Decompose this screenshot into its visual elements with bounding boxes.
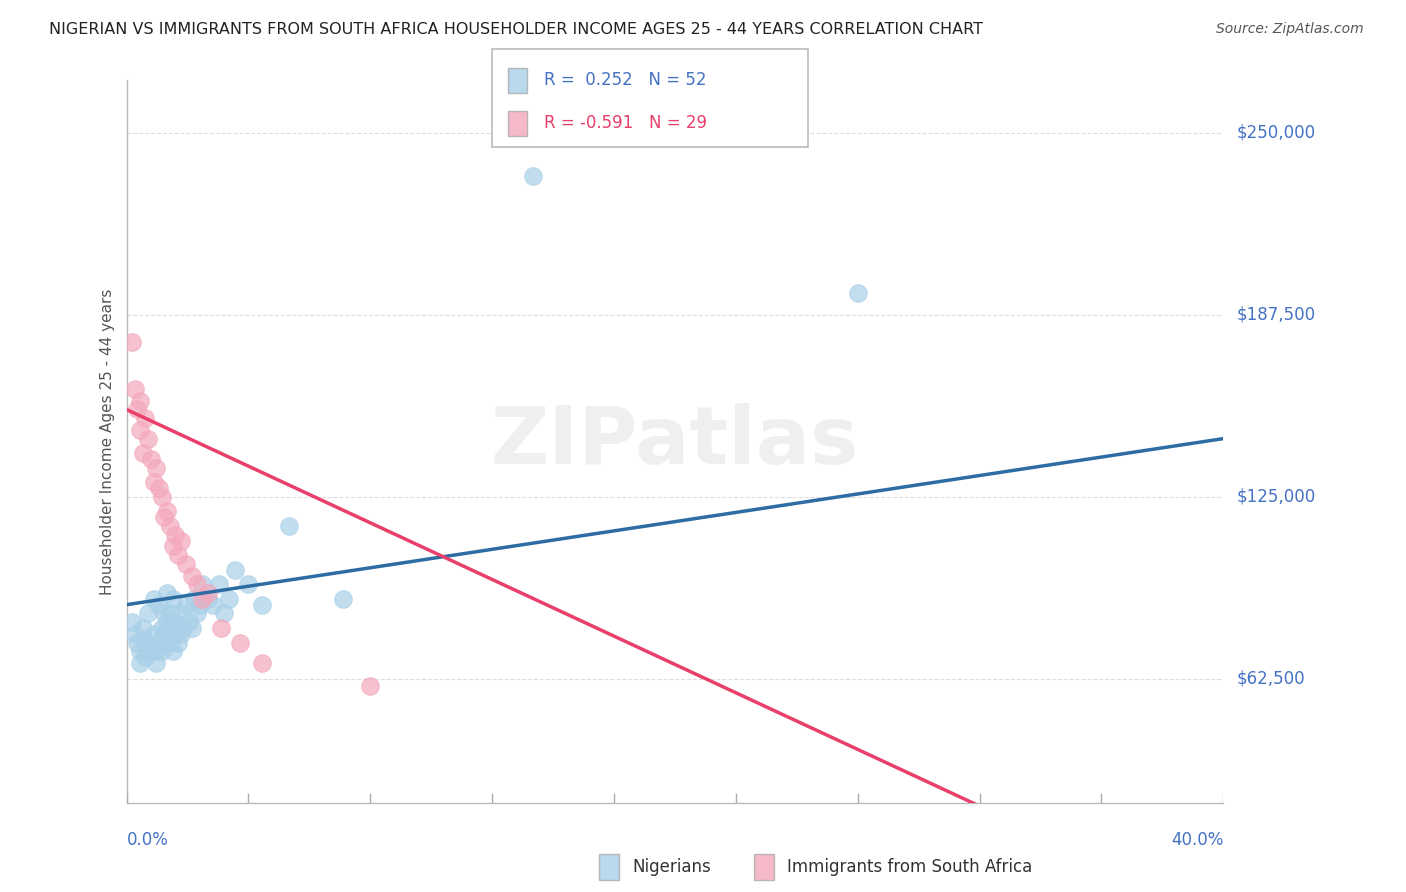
Point bbox=[139, 644, 162, 658]
Text: Nigerians: Nigerians bbox=[633, 858, 711, 876]
Point bbox=[145, 656, 167, 670]
Point bbox=[150, 490, 173, 504]
Point bbox=[121, 335, 143, 350]
Point bbox=[159, 607, 181, 621]
Point bbox=[202, 598, 225, 612]
Point bbox=[177, 615, 200, 630]
Point bbox=[153, 510, 176, 524]
Point bbox=[121, 615, 143, 630]
Point bbox=[162, 540, 184, 554]
Point bbox=[132, 446, 155, 460]
Text: $62,500: $62,500 bbox=[1237, 670, 1306, 688]
Point bbox=[359, 679, 381, 693]
Point bbox=[167, 635, 190, 649]
Text: $187,500: $187,500 bbox=[1237, 306, 1316, 324]
Point bbox=[145, 644, 167, 658]
Point bbox=[136, 639, 159, 653]
Text: 40.0%: 40.0% bbox=[1171, 830, 1223, 848]
Point bbox=[153, 607, 176, 621]
Point bbox=[165, 627, 187, 641]
Text: Source: ZipAtlas.com: Source: ZipAtlas.com bbox=[1216, 22, 1364, 37]
Point bbox=[159, 635, 181, 649]
Point bbox=[238, 577, 260, 591]
Point bbox=[129, 644, 152, 658]
Point bbox=[218, 591, 240, 606]
Point bbox=[148, 598, 170, 612]
Point bbox=[156, 615, 179, 630]
Point bbox=[156, 586, 179, 600]
Point bbox=[162, 591, 184, 606]
Point bbox=[170, 607, 193, 621]
Point bbox=[145, 460, 167, 475]
Point bbox=[142, 591, 165, 606]
Point bbox=[209, 621, 232, 635]
Point bbox=[170, 627, 193, 641]
Point bbox=[172, 621, 194, 635]
Point bbox=[186, 607, 208, 621]
Point bbox=[197, 586, 219, 600]
Point bbox=[148, 481, 170, 495]
Point bbox=[159, 519, 181, 533]
Point bbox=[129, 656, 152, 670]
Point bbox=[136, 607, 159, 621]
Point bbox=[153, 627, 176, 641]
Point bbox=[180, 621, 202, 635]
Text: NIGERIAN VS IMMIGRANTS FROM SOUTH AFRICA HOUSEHOLDER INCOME AGES 25 - 44 YEARS C: NIGERIAN VS IMMIGRANTS FROM SOUTH AFRICA… bbox=[49, 22, 983, 37]
Point bbox=[170, 533, 193, 548]
Point bbox=[207, 577, 229, 591]
Point bbox=[250, 598, 273, 612]
Point bbox=[124, 627, 146, 641]
Text: Immigrants from South Africa: Immigrants from South Africa bbox=[787, 858, 1032, 876]
Point bbox=[165, 615, 187, 630]
Text: 0.0%: 0.0% bbox=[127, 830, 169, 848]
Point bbox=[186, 577, 208, 591]
Point bbox=[142, 475, 165, 490]
Point bbox=[224, 563, 246, 577]
Point bbox=[127, 402, 149, 417]
Point bbox=[134, 632, 156, 647]
Point bbox=[197, 591, 219, 606]
Text: R =  0.252   N = 52: R = 0.252 N = 52 bbox=[544, 71, 707, 89]
Point bbox=[229, 635, 252, 649]
Point bbox=[132, 621, 155, 635]
Point bbox=[522, 169, 544, 184]
Point bbox=[156, 504, 179, 518]
Text: $125,000: $125,000 bbox=[1237, 488, 1316, 506]
Point bbox=[250, 656, 273, 670]
Point bbox=[278, 519, 301, 533]
Point bbox=[150, 621, 173, 635]
Point bbox=[191, 577, 214, 591]
Point bbox=[846, 285, 869, 300]
Point bbox=[134, 650, 156, 665]
Point bbox=[142, 627, 165, 641]
Y-axis label: Householder Income Ages 25 - 44 years: Householder Income Ages 25 - 44 years bbox=[100, 288, 115, 595]
Point bbox=[148, 635, 170, 649]
Text: ZIPatlas: ZIPatlas bbox=[491, 402, 859, 481]
Point bbox=[136, 432, 159, 446]
Point bbox=[191, 591, 214, 606]
Point bbox=[174, 557, 197, 571]
Point bbox=[127, 635, 149, 649]
Point bbox=[167, 548, 190, 562]
Point bbox=[129, 423, 152, 437]
Point bbox=[183, 591, 205, 606]
Point bbox=[165, 528, 187, 542]
Point bbox=[150, 644, 173, 658]
Point bbox=[332, 591, 354, 606]
Point bbox=[180, 568, 202, 582]
Point bbox=[139, 452, 162, 467]
Text: R = -0.591   N = 29: R = -0.591 N = 29 bbox=[544, 114, 707, 132]
Point bbox=[188, 598, 211, 612]
Point bbox=[134, 411, 156, 425]
Point bbox=[162, 644, 184, 658]
Point bbox=[174, 598, 197, 612]
Text: $250,000: $250,000 bbox=[1237, 124, 1316, 142]
Point bbox=[129, 393, 152, 408]
Point bbox=[124, 382, 146, 396]
Point bbox=[212, 607, 235, 621]
